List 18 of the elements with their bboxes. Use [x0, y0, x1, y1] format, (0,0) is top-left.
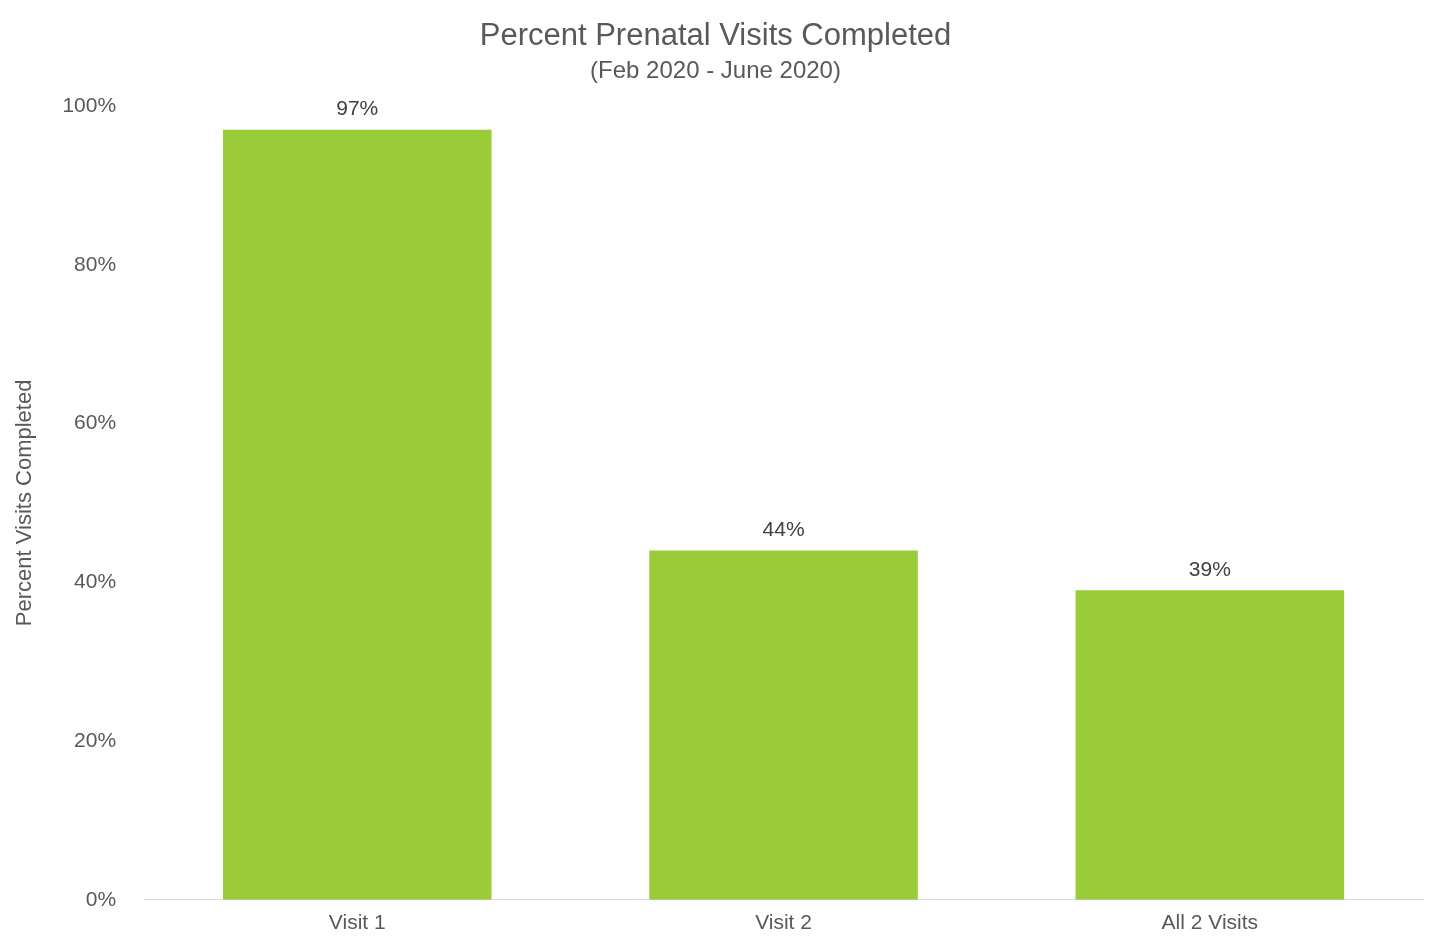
chart-title: Percent Prenatal Visits Completed	[479, 17, 952, 53]
y-tick-label: 40%	[74, 569, 117, 593]
bar	[649, 550, 918, 900]
y-axis-title: Percent Visits Completed	[11, 379, 37, 627]
y-tick-label: 60%	[74, 410, 117, 434]
data-label: 44%	[762, 516, 805, 540]
bar	[1075, 590, 1345, 900]
chart-subtitle: (Feb 2020 - June 2020)	[590, 56, 841, 84]
y-tick-label: 20%	[74, 727, 117, 751]
bar	[222, 129, 492, 900]
y-tick-label: 80%	[74, 251, 117, 275]
x-tick-label: All 2 Visits	[1161, 910, 1259, 934]
data-label: 97%	[336, 96, 379, 120]
data-label: 39%	[1188, 556, 1231, 580]
y-tick-label: 100%	[62, 92, 117, 116]
x-tick-label: Visit 1	[328, 910, 386, 934]
y-tick-label: 0%	[85, 886, 117, 910]
x-tick-label: Visit 2	[755, 910, 812, 934]
